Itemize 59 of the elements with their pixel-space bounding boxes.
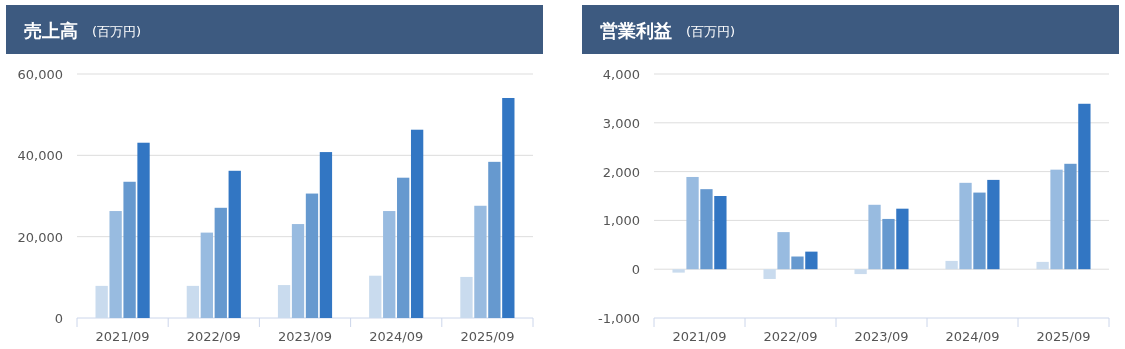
x-tick-label: 2023/09 <box>277 329 333 344</box>
bar <box>805 251 818 270</box>
y-tick-label: 1,000 <box>602 213 640 229</box>
chart-title: 売上高 <box>24 20 78 41</box>
bar <box>686 176 699 270</box>
bar <box>959 182 972 270</box>
x-tick-label: 2024/09 <box>945 329 1000 344</box>
chart-title: 営業利益 <box>600 20 672 41</box>
bar <box>672 269 685 273</box>
bar <box>973 192 986 270</box>
bar <box>882 218 895 270</box>
chart-subtitle: (百万円) <box>686 24 736 39</box>
bar <box>700 189 713 270</box>
bar <box>214 207 227 318</box>
bar <box>109 211 122 318</box>
bar <box>488 161 501 318</box>
y-tick-label: 40,000 <box>17 148 63 164</box>
bar <box>896 208 909 270</box>
bar <box>1064 163 1077 270</box>
bar <box>410 129 424 318</box>
bar <box>137 142 150 318</box>
x-tick-label: 2025/09 <box>460 329 515 344</box>
bar <box>791 256 804 270</box>
y-tick-label: 20,000 <box>17 229 63 245</box>
bar <box>1036 261 1049 270</box>
y-tick-label: 2,000 <box>602 164 640 180</box>
x-tick-label: 2023/09 <box>854 329 909 344</box>
bar <box>1050 169 1063 270</box>
bar <box>474 205 487 318</box>
y-tick-label: 0 <box>54 311 63 326</box>
y-tick-label: -1,000 <box>598 311 640 326</box>
bar <box>777 232 790 270</box>
y-tick-label: 3,000 <box>602 115 640 131</box>
bar <box>200 232 213 318</box>
bar <box>383 211 396 318</box>
x-tick-label: 2025/09 <box>1036 329 1091 344</box>
bar <box>868 204 881 270</box>
bar <box>228 170 241 318</box>
bar <box>305 193 319 318</box>
bar <box>291 224 305 318</box>
bar <box>987 179 1000 270</box>
y-tick-label: 60,000 <box>17 67 63 82</box>
bar <box>763 269 776 279</box>
bar <box>397 177 410 318</box>
bar <box>945 260 958 270</box>
y-tick-label: 0 <box>631 262 640 278</box>
x-tick-label: 2021/09 <box>672 329 727 344</box>
bar <box>502 97 515 318</box>
x-tick-label: 2022/09 <box>186 329 241 344</box>
bar <box>319 152 333 318</box>
x-tick-label: 2024/09 <box>369 329 424 344</box>
x-tick-label: 2021/09 <box>95 329 150 344</box>
bar <box>854 269 867 275</box>
x-tick-label: 2022/09 <box>763 329 818 344</box>
bar <box>714 196 727 270</box>
chart-subtitle: (百万円) <box>92 24 142 39</box>
y-tick-label: 4,000 <box>602 67 640 82</box>
bar <box>123 181 136 318</box>
bar <box>1078 103 1091 270</box>
